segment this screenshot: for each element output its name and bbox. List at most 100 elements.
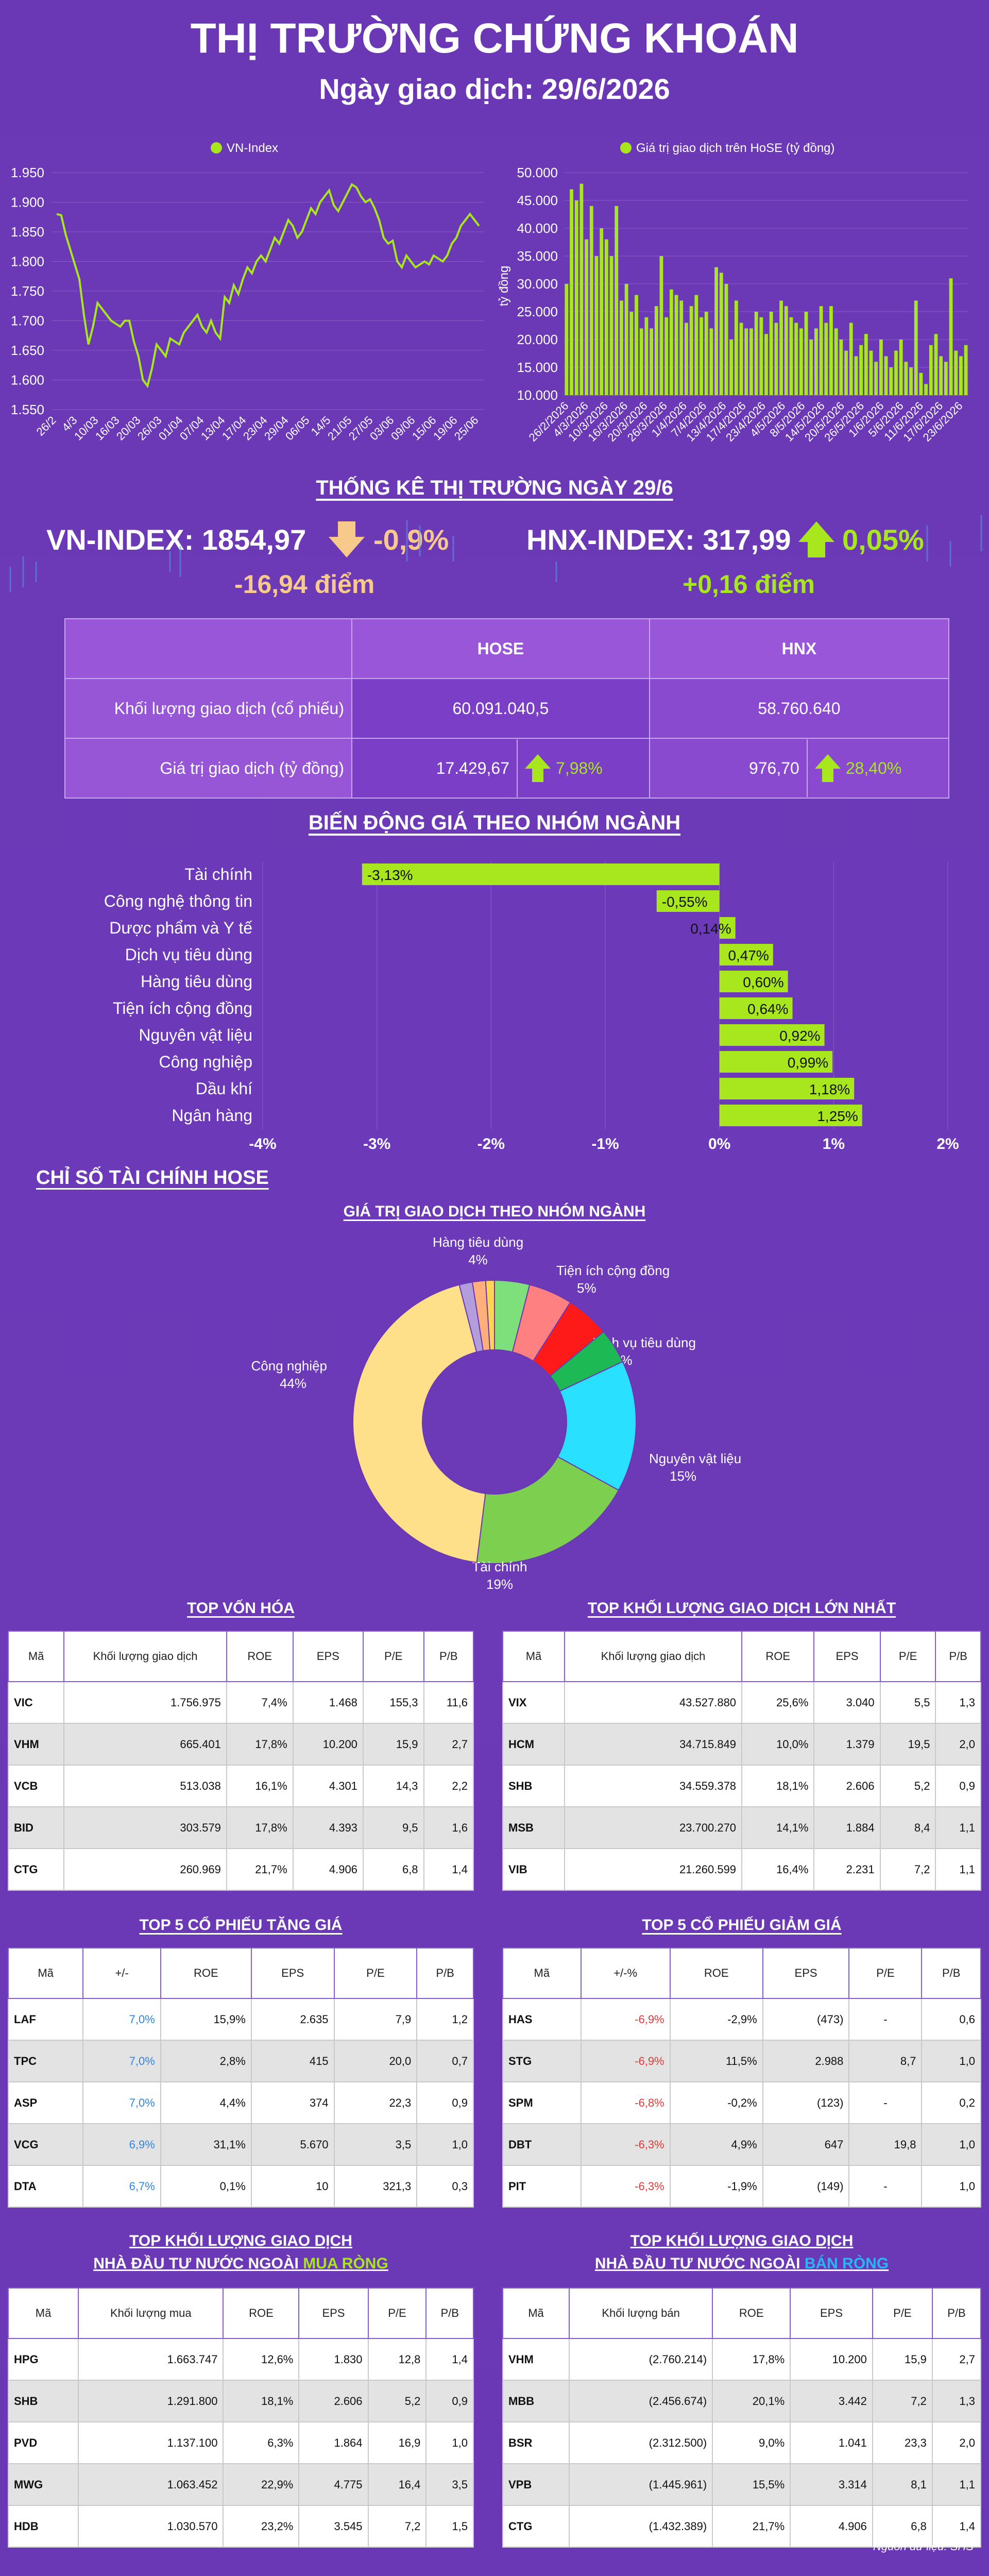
- bar: [874, 362, 878, 395]
- x-tick-label: 09/06: [388, 414, 418, 443]
- table-cell: 8,7: [848, 2040, 923, 2082]
- table-cell: 23.700.270: [564, 1806, 743, 1849]
- sector-label: Công nghiệp: [159, 1053, 252, 1071]
- table-cell: 1,4: [423, 1848, 474, 1891]
- ticker-cell: VHM: [7, 1723, 65, 1766]
- vn-index-change-pct: -0,9%: [373, 523, 449, 556]
- table-header-cell: P/B: [921, 1947, 981, 1999]
- sector-label: Dược phẩm và Y tế: [109, 919, 252, 937]
- bar: [859, 345, 863, 395]
- table-cell: (1.432.389): [568, 2505, 713, 2548]
- table-row: CTG (1.432.389) 21,7% 4.906 6,8 1,4: [502, 2505, 982, 2548]
- table-cell: (1.445.961): [568, 2463, 713, 2506]
- table-row: DTA 6,7% 0,1% 10 321,3 0,3: [7, 2165, 474, 2208]
- bar: [794, 323, 798, 395]
- bar: [570, 189, 573, 395]
- table-header-cell: EPS: [292, 1631, 364, 1682]
- x-tick-label: 26/2: [34, 414, 59, 438]
- ticker-cell: SHB: [7, 2380, 79, 2422]
- ticker-cell: HDB: [7, 2505, 79, 2548]
- x-tick-label: 27/05: [346, 414, 376, 443]
- bar: [685, 323, 688, 395]
- bar: [799, 328, 803, 395]
- donut-slice: [485, 1279, 495, 1351]
- table-cell: 21,7%: [226, 1848, 294, 1891]
- sector-bar: [719, 997, 793, 1019]
- table-cell: 647: [762, 2123, 850, 2166]
- table-cell: 22,3: [333, 2081, 418, 2124]
- table-cell: 7,9: [333, 1998, 418, 2041]
- table-cell: 7,0%: [82, 2040, 161, 2082]
- table-cell: 2,0: [935, 1723, 981, 1766]
- table-header-cell: Mã: [7, 2287, 79, 2339]
- x-tick-label: 1%: [823, 1136, 845, 1153]
- table-cell: 665.401: [63, 1723, 227, 1766]
- table-cell: -1,9%: [669, 2165, 763, 2208]
- slice-label: Tài chính: [472, 1559, 527, 1574]
- table-cell: 1.830: [298, 2338, 369, 2381]
- y-tick-label: 1.900: [11, 195, 44, 210]
- bar: [899, 340, 903, 395]
- table-row: VPB (1.445.961) 15,5% 3.314 8,1 1,1: [502, 2463, 982, 2506]
- sector-label: Tài chính: [184, 865, 252, 884]
- legend-label: Giá trị giao dịch trên HoSE (tỷ đồng): [636, 141, 835, 155]
- table-cell: (123): [762, 2081, 850, 2124]
- stats-title: THỐNG KÊ THỊ TRƯỜNG NGÀY 29/6: [316, 477, 673, 499]
- summary-value-hnx: 976,70: [748, 758, 799, 777]
- table-cell: -0,2%: [669, 2081, 763, 2124]
- table-header-cell: P/E: [367, 2287, 427, 2339]
- bar: [754, 312, 758, 395]
- table-cell: 1,3: [931, 2380, 982, 2422]
- table-cell: 20,1%: [712, 2380, 791, 2422]
- table-cell: -6,8%: [580, 2081, 671, 2124]
- table-cell: 34.715.849: [564, 1723, 743, 1766]
- table-row: HPG 1.663.747 12,6% 1.830 12,8 1,4: [7, 2338, 474, 2381]
- ticker-cell: HAS: [502, 1998, 582, 2041]
- y-tick-label: 30.000: [517, 276, 558, 292]
- bar: [749, 328, 753, 395]
- table-row: HDB 1.030.570 23,2% 3.545 7,2 1,5: [7, 2505, 474, 2548]
- table-cell: 6,8: [362, 1848, 424, 1891]
- bar: [585, 239, 589, 395]
- table-cell: 2,2: [423, 1765, 474, 1807]
- bar: [864, 334, 868, 395]
- bar: [759, 317, 763, 395]
- bar: [919, 372, 923, 395]
- y-tick-label: 1.600: [11, 372, 44, 388]
- donut-slice: [557, 1361, 637, 1491]
- bar: [669, 289, 673, 395]
- table-cell: -2,9%: [669, 1998, 763, 2041]
- x-tick-label: 10/03: [72, 414, 101, 443]
- table-cell: 7,2: [879, 1848, 936, 1891]
- table-header-cell: P/E: [362, 1631, 424, 1682]
- bar: [774, 323, 778, 395]
- x-tick-label: -4%: [249, 1136, 276, 1153]
- ticker-cell: MSB: [502, 1806, 565, 1849]
- down-arrow-icon: [329, 521, 365, 557]
- table-cell: 155,3: [362, 1681, 424, 1724]
- summary-header-hnx: HNX: [649, 618, 950, 679]
- bar: [914, 300, 918, 395]
- table-cell: 34.559.378: [564, 1765, 743, 1807]
- ticker-cell: DBT: [502, 2123, 582, 2166]
- table-cell: 260.969: [63, 1848, 227, 1891]
- table-cell: 3.040: [813, 1681, 881, 1724]
- table-cell: 5,2: [367, 2380, 427, 2422]
- bar: [594, 256, 599, 395]
- table-header-cell: P/E: [879, 1631, 936, 1682]
- bar: [629, 312, 634, 395]
- sector-label: Nguyên vật liệu: [139, 1026, 252, 1044]
- table-cell: 17,8%: [226, 1806, 294, 1849]
- legend-marker: [211, 142, 222, 154]
- table-cell: -: [848, 2165, 923, 2208]
- table-row: SPM -6,8% -0,2% (123) -0,2: [502, 2081, 981, 2124]
- vn-index-value: VN-INDEX: 1854,97: [46, 523, 306, 556]
- table-cell: (2.456.674): [568, 2380, 713, 2422]
- bar: [579, 183, 584, 395]
- table-cell: 0,1%: [160, 2165, 252, 2208]
- hnx-index-change-points: +0,16 điểm: [683, 570, 815, 599]
- table-cell: 4.775: [298, 2463, 369, 2506]
- bar: [654, 306, 658, 395]
